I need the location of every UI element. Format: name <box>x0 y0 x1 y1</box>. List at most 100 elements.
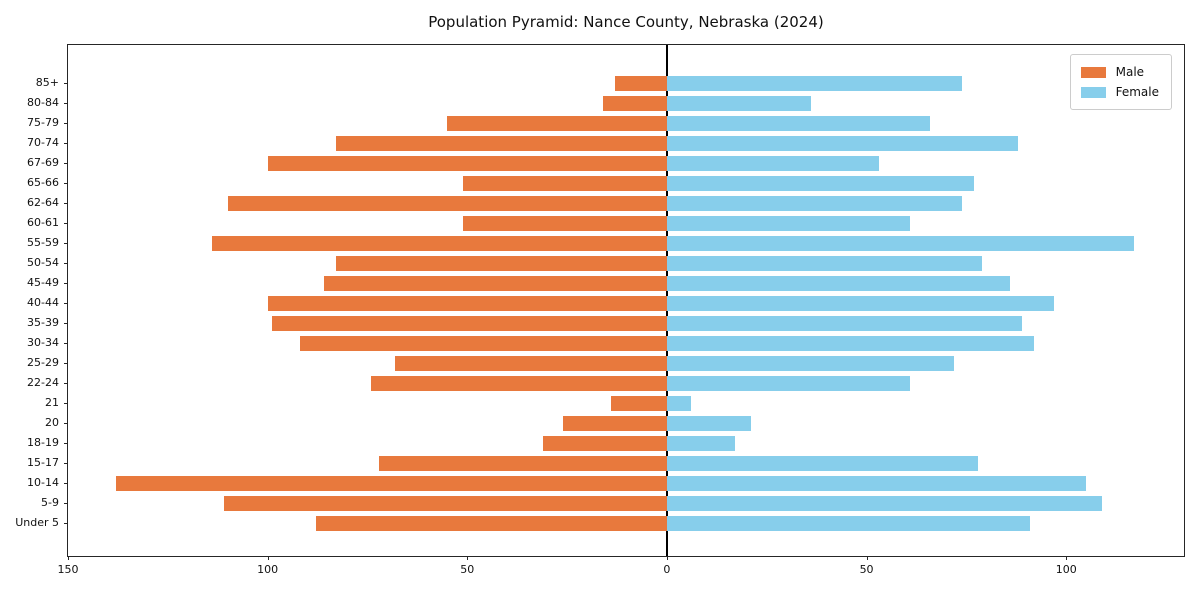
bar-row: 35-39 <box>27 313 1184 333</box>
y-axis-tick-mark <box>64 303 68 304</box>
bar-row: 22-24 <box>27 373 1184 393</box>
male-bar-18-19 <box>543 435 667 451</box>
male-bar-75-79 <box>447 115 667 131</box>
bar-row: 80-84 <box>27 93 1184 113</box>
x-axis-tick-label: 100 <box>1055 563 1077 576</box>
male-bar-30-34 <box>299 335 667 351</box>
bar-row: 18-19 <box>27 433 1184 453</box>
female-bar-25-29 <box>666 355 955 371</box>
y-axis-tick-label: 5-9 <box>41 496 59 509</box>
y-axis-tick-mark <box>64 143 68 144</box>
x-axis-tick-label: 50 <box>859 563 874 576</box>
y-axis-tick-mark <box>64 123 68 124</box>
female-bar-80-84 <box>666 95 811 111</box>
female-bar-85+ <box>666 75 963 91</box>
y-axis-tick-mark <box>64 403 68 404</box>
y-axis-tick-mark <box>64 463 68 464</box>
bar-row: 45-49 <box>27 273 1184 293</box>
y-axis-tick-mark <box>64 263 68 264</box>
y-axis-tick-label: 62-64 <box>27 196 59 209</box>
y-axis-tick-mark <box>64 443 68 444</box>
female-bar-65-66 <box>666 175 975 191</box>
y-axis-tick-label: 22-24 <box>27 376 59 389</box>
male-bar-65-66 <box>463 175 667 191</box>
male-bar-62-64 <box>227 195 667 211</box>
y-axis-tick-mark <box>64 503 68 504</box>
y-axis-tick-label: 30-34 <box>27 336 59 349</box>
legend-item-female: Female <box>1080 82 1159 102</box>
female-bar-under-5 <box>666 515 1031 531</box>
y-axis-tick-label: 25-29 <box>27 356 59 369</box>
male-bar-45-49 <box>323 275 667 291</box>
female-bar-45-49 <box>666 275 1011 291</box>
y-axis-tick-label: 50-54 <box>27 256 59 269</box>
y-axis-tick-mark <box>64 383 68 384</box>
male-bar-25-29 <box>395 355 667 371</box>
male-bar-35-39 <box>271 315 667 331</box>
bar-row: 65-66 <box>27 173 1184 193</box>
male-bar-5-9 <box>223 495 667 511</box>
x-axis-tick-mark <box>467 556 469 560</box>
y-axis-tick-mark <box>64 183 68 184</box>
y-axis-tick-mark <box>64 243 68 244</box>
male-legend-swatch <box>1080 66 1106 78</box>
female-bar-5-9 <box>666 495 1103 511</box>
female-bar-22-24 <box>666 375 911 391</box>
y-axis-tick-label: 55-59 <box>27 236 59 249</box>
male-bar-22-24 <box>371 375 667 391</box>
y-axis-tick-mark <box>64 483 68 484</box>
y-axis-tick-mark <box>64 103 68 104</box>
bar-row: 60-61 <box>27 213 1184 233</box>
y-axis-tick-mark <box>64 163 68 164</box>
male-bar-55-59 <box>211 235 667 251</box>
female-bar-62-64 <box>666 195 963 211</box>
female-bar-60-61 <box>666 215 911 231</box>
y-axis-tick-label: 80-84 <box>27 96 59 109</box>
male-bar-70-74 <box>335 135 667 151</box>
y-axis-tick-label: 40-44 <box>27 296 59 309</box>
y-axis-tick-label: 60-61 <box>27 216 59 229</box>
female-bar-30-34 <box>666 335 1035 351</box>
y-axis-tick-mark <box>64 283 68 284</box>
plot-area: Male Female 85+ 80-84 75-79 70-74 67-69 65-66… <box>15 44 1185 576</box>
y-axis-tick-label: 70-74 <box>27 136 59 149</box>
bar-row: 15-17 <box>27 453 1184 473</box>
bar-row: 50-54 <box>27 253 1184 273</box>
bar-row: Under 5 <box>15 513 1184 533</box>
female-bar-67-69 <box>666 155 879 171</box>
y-axis-tick-label: 45-49 <box>27 276 59 289</box>
female-bar-21 <box>666 395 691 411</box>
bar-row: 5-9 <box>41 493 1184 513</box>
female-bar-55-59 <box>666 235 1135 251</box>
y-axis-tick-label: 67-69 <box>27 156 59 169</box>
female-legend-label: Female <box>1115 85 1159 99</box>
y-axis-tick-label: 65-66 <box>27 176 59 189</box>
bar-row: 85+ <box>36 73 1184 93</box>
y-axis-tick-label: 15-17 <box>27 456 59 469</box>
bar-row: 21 <box>45 393 1184 413</box>
female-legend-swatch <box>1080 86 1106 98</box>
y-axis-tick-mark <box>64 223 68 224</box>
bar-row: 67-69 <box>27 153 1184 173</box>
y-axis-tick-mark <box>64 323 68 324</box>
female-bar-18-19 <box>666 435 735 451</box>
bar-row: 25-29 <box>27 353 1184 373</box>
male-bar-20 <box>563 415 667 431</box>
male-bar-10-14 <box>115 475 667 491</box>
y-axis-tick-label: Under 5 <box>15 516 59 529</box>
bar-row: 40-44 <box>27 293 1184 313</box>
male-bar-85+ <box>615 75 667 91</box>
female-bar-70-74 <box>666 135 1019 151</box>
male-bar-80-84 <box>603 95 667 111</box>
y-axis-tick-label: 35-39 <box>27 316 59 329</box>
x-axis-tick-mark <box>666 556 668 560</box>
y-axis-tick-label: 20 <box>45 416 59 429</box>
female-bar-40-44 <box>666 295 1055 311</box>
y-axis-tick-mark <box>64 203 68 204</box>
male-bar-15-17 <box>379 455 667 471</box>
x-axis-tick-label: 0 <box>663 563 671 576</box>
y-axis-tick-label: 18-19 <box>27 436 59 449</box>
male-bar-21 <box>611 395 667 411</box>
y-axis-tick-mark <box>64 343 68 344</box>
x-axis-tick-mark <box>267 556 269 560</box>
